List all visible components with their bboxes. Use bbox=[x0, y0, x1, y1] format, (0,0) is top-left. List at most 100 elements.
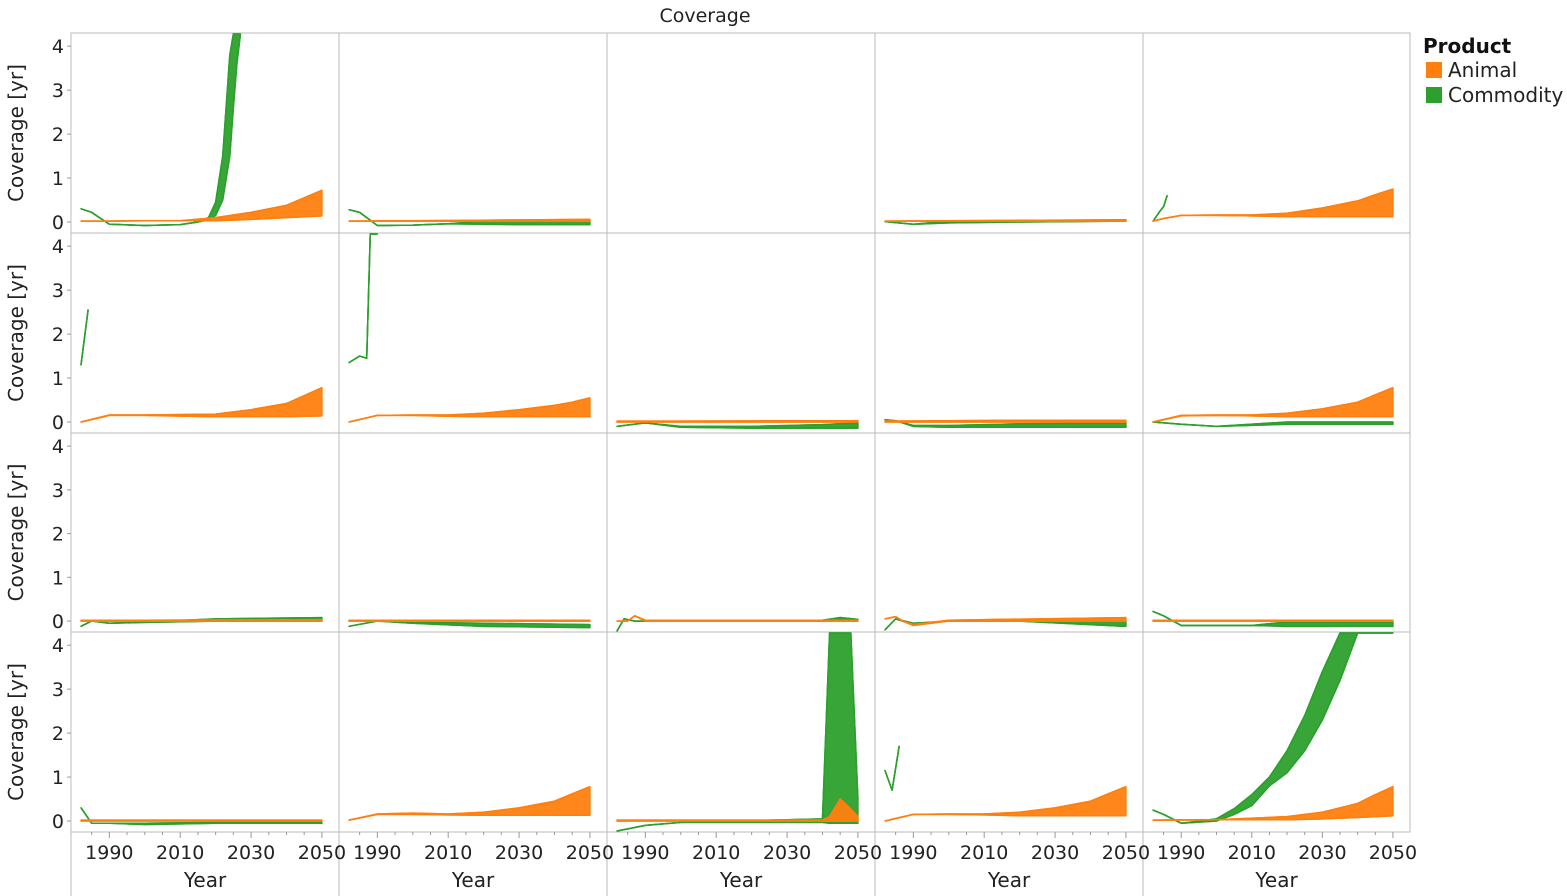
y-axis-title: Coverage [yr] bbox=[4, 464, 28, 602]
x-tick-label: 2050 bbox=[1102, 842, 1150, 864]
x-tick-label: 2010 bbox=[424, 842, 472, 864]
commodity-series-upper-line bbox=[80, 33, 241, 227]
animal-series-lower-line bbox=[81, 215, 322, 222]
x-tick-label: 2010 bbox=[692, 842, 740, 864]
commodity-series-lower-line bbox=[348, 233, 378, 364]
commodity-series-lower-line bbox=[80, 309, 89, 365]
x-tick-label: 2050 bbox=[1369, 842, 1417, 864]
x-tick-label: 2030 bbox=[495, 842, 543, 864]
legend: Product Animal Commodity bbox=[1423, 34, 1563, 107]
y-tick-label: 4 bbox=[52, 36, 64, 58]
y-tick-label: 2 bbox=[52, 324, 64, 346]
chart-title: Coverage bbox=[659, 5, 750, 27]
panel-r0-c3 bbox=[884, 219, 1127, 225]
x-tick-label: 2010 bbox=[1228, 842, 1276, 864]
y-axis-title: Coverage [yr] bbox=[4, 64, 28, 202]
animal-series-lower-line bbox=[1152, 814, 1393, 821]
commodity-series-lower-line bbox=[616, 422, 858, 429]
commodity-series-band bbox=[348, 233, 379, 364]
y-tick-label: 0 bbox=[52, 811, 64, 833]
x-axis-title: Year bbox=[1254, 868, 1298, 892]
panel-r0-c1 bbox=[348, 208, 591, 227]
commodity-series-upper-line bbox=[1152, 632, 1393, 824]
panel-r3-c0 bbox=[80, 807, 323, 826]
panel-r2-c2 bbox=[616, 614, 859, 632]
commodity-series-lower-line bbox=[80, 620, 322, 627]
panel-r1-c3 bbox=[884, 419, 1127, 429]
x-axis-title: Year bbox=[719, 868, 763, 892]
commodity-series-lower-line bbox=[348, 208, 590, 227]
animal-series-lower-line bbox=[884, 813, 1126, 822]
commodity-series-lower-line bbox=[884, 746, 900, 791]
panel-r1-c4 bbox=[1152, 386, 1394, 428]
animal-series-lower-line bbox=[1152, 214, 1393, 222]
animal-series-upper-line bbox=[617, 797, 859, 821]
panel-r3-c1 bbox=[348, 785, 591, 821]
animal-series-upper-line bbox=[884, 419, 1126, 422]
y-tick-label: 0 bbox=[52, 412, 64, 434]
animal-series-band bbox=[348, 397, 591, 423]
x-tick-label: 2030 bbox=[227, 842, 275, 864]
panel-r2-c3 bbox=[884, 615, 1127, 631]
legend-swatch-animal bbox=[1426, 62, 1442, 78]
x-tick-label: 2050 bbox=[298, 842, 346, 864]
x-axis-title: Year bbox=[451, 868, 495, 892]
panel-r0-c4 bbox=[1152, 188, 1394, 222]
panel-r1-c1 bbox=[348, 233, 591, 423]
commodity-series-lower-line bbox=[616, 821, 858, 832]
legend-swatch-commodity bbox=[1426, 87, 1442, 103]
x-tick-label: 2030 bbox=[1298, 842, 1346, 864]
y-axis-title: Coverage [yr] bbox=[4, 663, 28, 801]
commodity-series-band bbox=[1152, 632, 1394, 824]
x-axis-title: Year bbox=[183, 868, 227, 892]
commodity-series-upper-line bbox=[616, 632, 859, 832]
commodity-series-upper-line bbox=[884, 746, 900, 791]
x-tick-label: 2010 bbox=[960, 842, 1008, 864]
animal-series-lower-line bbox=[80, 414, 322, 423]
commodity-series-band bbox=[884, 745, 900, 791]
y-tick-label: 2 bbox=[52, 723, 64, 745]
legend-label-animal: Animal bbox=[1448, 58, 1517, 82]
x-tick-label: 2050 bbox=[566, 842, 614, 864]
panel-r2-c4 bbox=[1152, 610, 1394, 628]
y-tick-label: 3 bbox=[52, 280, 64, 302]
y-tick-label: 2 bbox=[52, 124, 64, 146]
commodity-series-lower-line bbox=[1152, 610, 1393, 628]
y-tick-label: 3 bbox=[52, 80, 64, 102]
panel-r0-c0 bbox=[80, 33, 323, 227]
x-tick-label: 2030 bbox=[1031, 842, 1079, 864]
x-tick-label: 1990 bbox=[621, 842, 669, 864]
y-tick-label: 3 bbox=[52, 480, 64, 502]
commodity-series-lower-line bbox=[1152, 632, 1393, 824]
commodity-series-lower-line bbox=[348, 620, 590, 629]
y-tick-label: 4 bbox=[52, 436, 64, 458]
x-tick-label: 1990 bbox=[85, 842, 133, 864]
panel-r3-c4 bbox=[1152, 632, 1394, 824]
panel-r1-c0 bbox=[80, 309, 323, 423]
panel-r3-c2 bbox=[616, 632, 859, 832]
y-tick-label: 4 bbox=[52, 635, 64, 657]
y-tick-label: 3 bbox=[52, 679, 64, 701]
y-tick-label: 0 bbox=[52, 611, 64, 633]
animal-series-lower-line bbox=[884, 615, 1126, 627]
x-tick-label: 2030 bbox=[763, 842, 811, 864]
y-tick-label: 1 bbox=[52, 767, 64, 789]
commodity-series-lower-line bbox=[1152, 195, 1168, 222]
animal-series-lower-line bbox=[348, 813, 590, 821]
commodity-series-band bbox=[348, 208, 591, 227]
commodity-series-band bbox=[616, 632, 859, 832]
x-tick-label: 1990 bbox=[1157, 842, 1205, 864]
x-tick-label: 2050 bbox=[834, 842, 882, 864]
animal-series-lower-line bbox=[348, 414, 590, 423]
y-tick-label: 1 bbox=[52, 168, 64, 190]
y-tick-label: 4 bbox=[52, 236, 64, 258]
legend-title: Product bbox=[1423, 34, 1512, 58]
x-tick-label: 1990 bbox=[889, 842, 937, 864]
y-tick-label: 2 bbox=[52, 524, 64, 546]
y-axis-title: Coverage [yr] bbox=[4, 264, 28, 402]
animal-series-lower-line bbox=[1152, 414, 1393, 423]
x-tick-label: 2010 bbox=[156, 842, 204, 864]
animal-series-lower-line bbox=[617, 614, 858, 622]
legend-label-commodity: Commodity bbox=[1448, 83, 1563, 107]
